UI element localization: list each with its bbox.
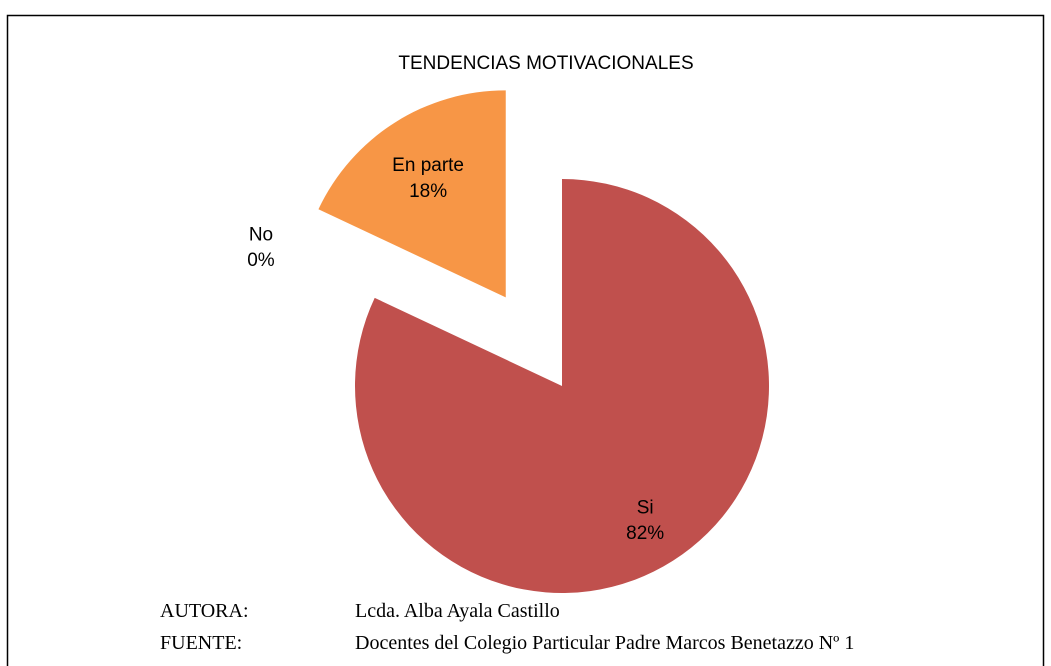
footer-label: AUTORA: bbox=[160, 600, 249, 622]
slice-label: En parte 18% bbox=[392, 155, 464, 202]
slice-value: 0% bbox=[247, 250, 275, 271]
slice-category: Si bbox=[637, 497, 654, 518]
slice-value: 82% bbox=[626, 523, 664, 544]
frame bbox=[6, 14, 1045, 666]
pie bbox=[318, 90, 769, 593]
footer-label: FUENTE: bbox=[160, 632, 242, 654]
slice-category: No bbox=[249, 225, 273, 246]
footer-text: Docentes del Colegio Particular Padre Ma… bbox=[355, 632, 854, 654]
chart-title: TENDENCIAS MOTIVACIONALES bbox=[398, 53, 693, 74]
pie-labels: Si 82% No 0% En parte 18% bbox=[247, 155, 664, 544]
slice-label: Si 82% bbox=[626, 497, 664, 544]
slice-category: En parte bbox=[392, 155, 464, 176]
footer: AUTORA: Lcda. Alba Ayala Castillo FUENTE: D… bbox=[160, 600, 854, 654]
slice-value: 18% bbox=[409, 181, 447, 202]
pie-slice bbox=[318, 90, 506, 298]
footer-text: Lcda. Alba Ayala Castillo bbox=[355, 600, 560, 622]
slice-label: No 0% bbox=[247, 225, 275, 272]
pie-slice bbox=[355, 179, 769, 593]
